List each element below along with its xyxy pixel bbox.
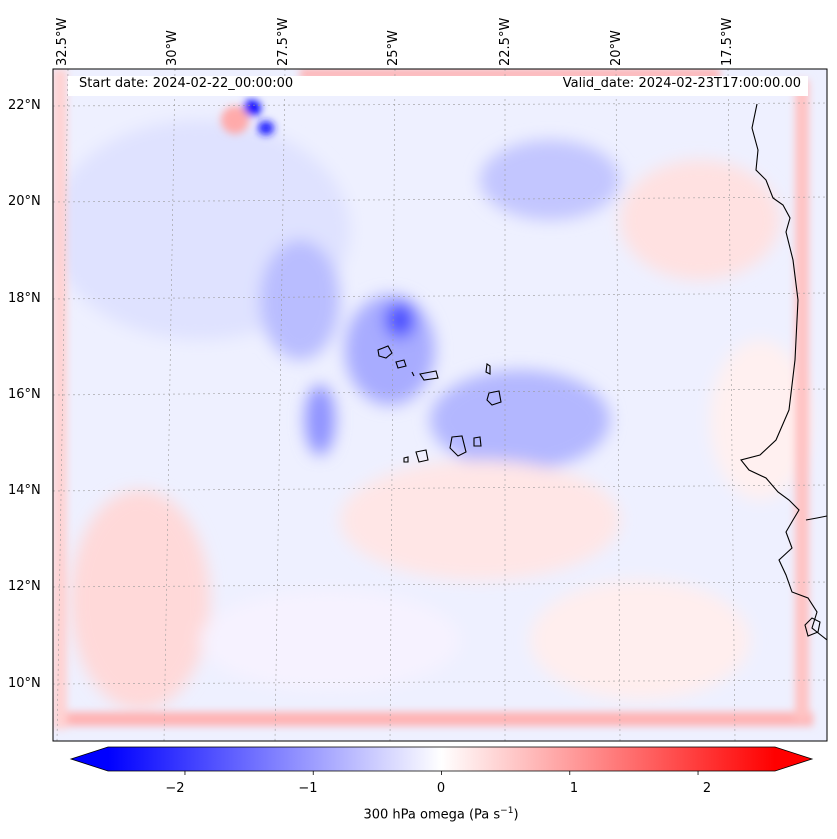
lat-label: 16°N [8,387,41,402]
lon-label: 32.5°W [55,17,70,66]
colorbar-tick-label: 2 [702,781,712,796]
lat-label: 12°N [8,579,41,594]
colorbar-tick-label: −2 [165,781,185,796]
colorbar-label: 300 hPa omega (Pa s−1) [363,806,519,823]
lon-label: 30°W [165,30,180,66]
colorbar [69,746,814,775]
lon-label: 25°W [386,30,401,66]
lat-label: 20°N [8,194,41,209]
coastline [377,103,827,641]
colorbar-tick-label: 1 [569,781,579,796]
lon-label: 27.5°W [276,17,291,66]
lat-label: 22°N [8,98,41,113]
start-date: Start date: 2024-02-22_00:00:00 [79,76,294,91]
omega-field [53,69,827,741]
lat-label: 14°N [8,483,41,498]
colorbar-tick-label: 0 [436,781,446,796]
lon-label: 20°W [609,30,624,66]
lat-label: 18°N [8,291,41,306]
valid-date: Valid_date: 2024-02-23T17:00:00.00 [562,76,801,91]
lon-label: 17.5°W [720,17,735,66]
colorbar-tick-label: −1 [298,781,318,796]
lat-label: 10°N [8,676,41,691]
lon-label: 22.5°W [498,17,513,66]
